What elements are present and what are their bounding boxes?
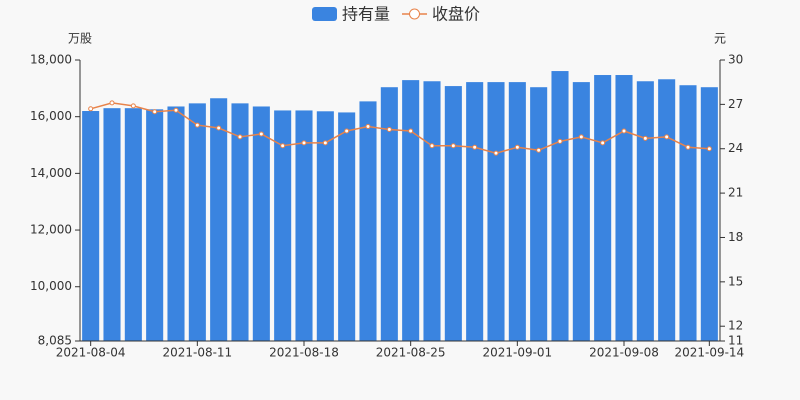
bar [124, 108, 142, 341]
line-point [258, 131, 264, 137]
bar [380, 87, 398, 341]
bar [658, 79, 676, 341]
bar [508, 82, 526, 342]
line-point [514, 144, 520, 150]
legend-swatch [409, 8, 421, 20]
legend-label: 收盘价 [432, 5, 480, 24]
line-point [194, 122, 200, 128]
line-point [429, 143, 435, 149]
bar [444, 86, 462, 341]
y2-tick-label: 12 [728, 319, 743, 333]
bar [530, 87, 548, 341]
line-point [621, 128, 627, 134]
line-point [578, 134, 584, 140]
line-point [536, 147, 542, 153]
bar [82, 111, 100, 342]
y2-axis-label: 元 [714, 32, 726, 46]
bar [295, 110, 313, 341]
x-tick-label: 2021-08-11 [162, 346, 232, 360]
bar [274, 110, 292, 341]
bar [316, 111, 334, 341]
bar [700, 87, 718, 341]
bar [551, 71, 569, 341]
line-point [685, 144, 691, 150]
bar [188, 103, 206, 341]
line-point [88, 106, 94, 112]
line-point [280, 143, 286, 149]
y2-tick-label: 21 [728, 186, 743, 200]
line-point [642, 135, 648, 141]
y2-tick-label: 27 [728, 97, 743, 111]
line-point [600, 140, 606, 146]
y-tick-label: 16,000 [30, 109, 72, 123]
line-point [130, 103, 136, 109]
bar [679, 85, 697, 342]
line-point [472, 144, 478, 150]
bar [615, 75, 633, 341]
line-point [365, 124, 371, 130]
y2-tick-label: 18 [728, 230, 743, 244]
y-tick-label: 18,000 [30, 53, 72, 67]
bar [210, 98, 228, 341]
y-tick-label: 12,000 [30, 223, 72, 237]
x-tick-label: 2021-09-14 [674, 346, 744, 360]
line-point [301, 140, 307, 146]
line [90, 102, 710, 154]
y2-tick-label: 24 [728, 141, 743, 155]
line-point [557, 138, 563, 144]
y2-tick-label: 15 [728, 274, 743, 288]
bar [338, 112, 356, 341]
y-tick-label: 10,000 [30, 279, 72, 293]
bar [231, 103, 249, 341]
y-axis-label: 万股 [68, 32, 92, 46]
x-tick-label: 2021-08-18 [269, 346, 339, 360]
bar [146, 109, 164, 341]
y2-tick-label: 30 [728, 53, 743, 67]
line-point [216, 125, 222, 131]
line-point [344, 128, 350, 134]
bar [572, 82, 590, 342]
line-point [386, 127, 392, 133]
line-point [706, 146, 712, 152]
line-point [173, 107, 179, 113]
bar [103, 108, 121, 341]
legend-swatch [312, 7, 337, 21]
x-tick-label: 2021-09-01 [482, 346, 552, 360]
legend-label: 持有量 [342, 5, 390, 24]
line-point [450, 143, 456, 149]
y2-tick-label: 11 [728, 334, 743, 348]
line-point [152, 109, 158, 115]
bar [252, 106, 270, 342]
bar [423, 81, 441, 341]
line-point [109, 100, 115, 106]
x-tick-label: 2021-08-25 [376, 346, 446, 360]
line-point [408, 128, 414, 134]
bar [594, 75, 612, 341]
line-point [493, 150, 499, 156]
line-point [237, 134, 243, 140]
y-tick-label: 14,000 [30, 166, 72, 180]
bar [636, 81, 654, 341]
bar [359, 101, 377, 341]
bar [167, 106, 185, 342]
line-point [664, 134, 670, 140]
bar [466, 82, 484, 342]
bar [487, 82, 505, 342]
x-tick-label: 2021-08-04 [56, 346, 126, 360]
bar [402, 80, 420, 341]
y-tick-label: 8,085 [38, 334, 72, 348]
line-point [322, 140, 328, 146]
x-tick-label: 2021-09-08 [589, 346, 659, 360]
